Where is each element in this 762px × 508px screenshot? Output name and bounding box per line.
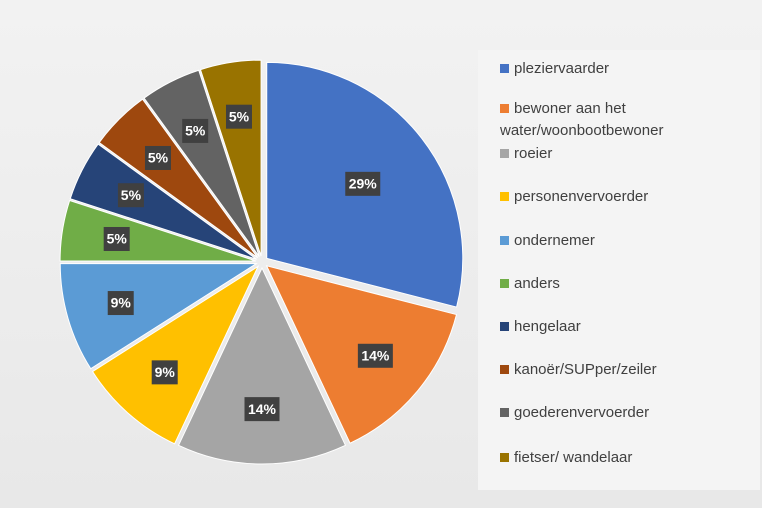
data-label-box: [357, 343, 393, 368]
data-label-box: [345, 171, 381, 196]
legend-item: anders: [500, 273, 750, 295]
data-label: 29%: [349, 176, 378, 192]
data-label-box: [151, 360, 178, 385]
data-label: 5%: [229, 108, 250, 124]
legend-label: personenvervoerder: [514, 188, 649, 205]
pie-slice: [143, 69, 260, 257]
legend-swatch: [500, 192, 509, 201]
data-label-box: [117, 183, 144, 208]
legend-item: ondernemer: [500, 230, 750, 252]
legend-swatch: [500, 149, 509, 158]
legend-label: pleziervaarder: [514, 60, 610, 77]
pie-slice: [98, 98, 259, 259]
legend-item: pleziervaarder: [500, 58, 750, 80]
legend-swatch: [500, 64, 509, 73]
pie-slice: [59, 263, 258, 370]
legend-swatch: [500, 322, 509, 331]
legend-item: bewoner aan het water/woonbootbewoner: [500, 98, 750, 142]
legend-label: hengelaar: [514, 318, 581, 335]
data-label: 14%: [248, 401, 277, 417]
pie-slice: [177, 266, 347, 465]
legend-swatch: [500, 104, 509, 113]
data-label: 9%: [155, 364, 176, 380]
data-label: 5%: [121, 187, 142, 203]
legend-item: fietser/ wandelaar: [500, 447, 750, 469]
pie-slice: [69, 143, 257, 260]
legend-label: goederenvervoerder: [514, 404, 650, 421]
legend-label: fietser/ wandelaar: [514, 449, 633, 466]
pie-slice: [91, 265, 260, 445]
legend-label: ondernemer: [514, 232, 595, 249]
legend-item: goederenvervoerder: [500, 402, 750, 424]
data-label-box: [244, 397, 280, 422]
data-label-box: [103, 226, 130, 251]
legend-label: bewoner aan het water/woonbootbewoner: [500, 100, 664, 139]
data-label: 5%: [148, 150, 169, 166]
data-label-box: [144, 145, 171, 170]
legend-item: hengelaar: [500, 316, 750, 338]
legend-label: anders: [514, 275, 560, 292]
legend-swatch: [500, 408, 509, 417]
legend-label: kanoër/SUPper/zeiler: [514, 361, 657, 378]
data-label: 5%: [107, 231, 128, 247]
legend-swatch: [500, 236, 509, 245]
legend-swatch: [500, 365, 509, 374]
legend-item: roeier: [500, 143, 750, 165]
legend: pleziervaarder bewoner aan het water/woon…: [478, 50, 760, 490]
data-label: 9%: [111, 295, 132, 311]
data-label-box: [182, 118, 209, 143]
data-label: 5%: [185, 123, 206, 139]
legend-item: personenvervoerder: [500, 186, 750, 208]
data-label-box: [225, 104, 252, 129]
legend-item: kanoër/SUPper/zeiler: [500, 359, 750, 381]
data-label: 14%: [361, 347, 390, 363]
legend-swatch: [500, 279, 509, 288]
legend-label: roeier: [514, 145, 553, 162]
data-label-box: [107, 291, 134, 316]
legend-swatch: [500, 453, 509, 462]
